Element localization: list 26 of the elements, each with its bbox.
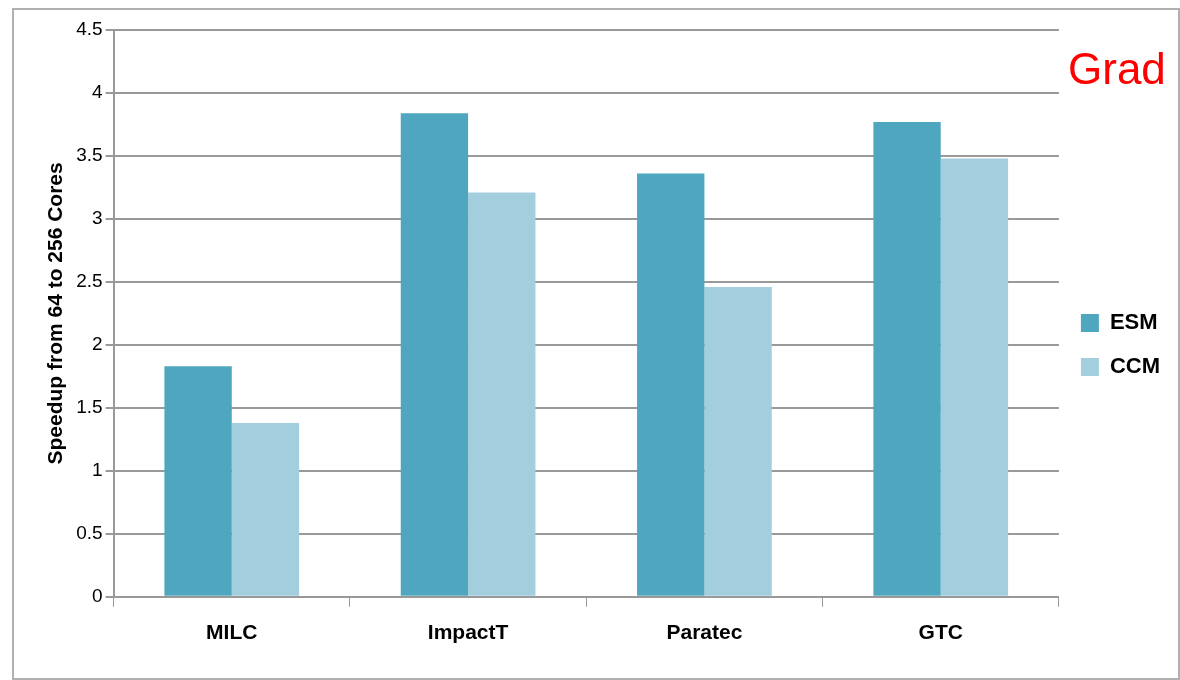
y-tick-label: 3 [92, 207, 103, 229]
legend-label: ESM [1109, 309, 1158, 335]
y-tick-label: 0.5 [76, 522, 103, 544]
x-tick-label: ImpactT [427, 620, 509, 644]
x-tick-label: MILC [206, 620, 258, 644]
y-tick-label: 4.5 [76, 18, 103, 40]
bar [164, 366, 232, 596]
y-tick-label: 4 [92, 81, 104, 103]
bar [400, 113, 469, 596]
y-tick-label: 0 [92, 585, 103, 607]
y-tick-label: 2.5 [76, 270, 103, 292]
text: Grad [1068, 44, 1166, 94]
y-tick-label: 1.5 [76, 396, 103, 418]
x-tick-label: Paratec [666, 620, 743, 644]
bar [873, 121, 941, 596]
y-tick-label: 1 [92, 459, 103, 481]
bar [637, 173, 705, 596]
x-tick-label: GTC [918, 620, 963, 644]
bar [704, 286, 772, 596]
bar [940, 158, 1009, 596]
y-tick-label: 3.5 [76, 144, 103, 166]
y-tick-label: 2 [92, 333, 103, 355]
legend-label: CCM [1109, 353, 1161, 379]
y-axis-title: Speedup from 64 to 256 Cores [43, 162, 67, 465]
bar [231, 422, 300, 596]
bar [468, 192, 536, 596]
